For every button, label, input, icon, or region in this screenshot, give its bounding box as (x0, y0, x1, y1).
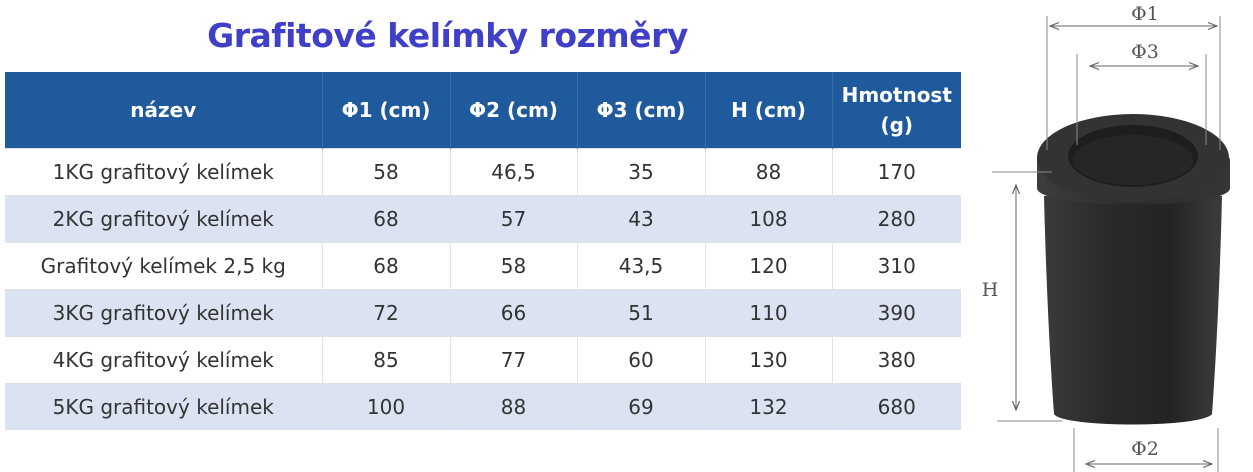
cell-h: 132 (705, 383, 833, 430)
header-nazev: název (5, 72, 323, 149)
table-row: 5KG grafitový kelímek 100 88 69 132 680 (5, 383, 961, 430)
height-label: H (982, 279, 999, 301)
cell-h: 108 (705, 195, 833, 243)
cell-name: 5KG grafitový kelímek (5, 383, 323, 430)
cell-phi2: 66 (450, 289, 578, 337)
header-phi2: Φ2 (cm) (450, 72, 578, 149)
crucible-dimensions-table: název Φ1 (cm) Φ2 (cm) Φ3 (cm) H (cm) Hmo… (5, 72, 961, 430)
header-phi3: Φ3 (cm) (577, 72, 706, 149)
cell-name: 3KG grafitový kelímek (5, 289, 323, 337)
cell-phi2: 58 (450, 242, 578, 290)
header-h: H (cm) (705, 72, 833, 149)
cell-h: 110 (705, 289, 833, 337)
cell-phi1: 58 (322, 148, 451, 196)
crucible-diagram: Φ1 Φ3 H Φ2 (982, 3, 1230, 472)
cell-phi3: 69 (577, 383, 706, 430)
cell-phi3: 43 (577, 195, 706, 243)
phi3-label: Φ3 (1131, 41, 1159, 63)
cell-weight: 310 (832, 242, 961, 290)
cell-weight: 380 (832, 336, 961, 384)
cell-name: Grafitový kelímek 2,5 kg (5, 242, 323, 290)
header-hmotnost: Hmotnost (g) (832, 72, 961, 149)
table-header-row: název Φ1 (cm) Φ2 (cm) Φ3 (cm) H (cm) Hmo… (5, 72, 961, 149)
phi2-label: Φ2 (1131, 438, 1159, 460)
cell-h: 130 (705, 336, 833, 384)
cell-phi1: 85 (322, 336, 451, 384)
cell-phi2: 77 (450, 336, 578, 384)
cell-name: 1KG grafitový kelímek (5, 148, 323, 196)
table-row: 2KG grafitový kelímek 68 57 43 108 280 (5, 195, 961, 243)
header-phi1: Φ1 (cm) (322, 72, 451, 149)
cell-h: 88 (705, 148, 833, 196)
cell-phi1: 100 (322, 383, 451, 430)
table-row: Grafitový kelímek 2,5 kg 68 58 43,5 120 … (5, 242, 961, 290)
cell-weight: 280 (832, 195, 961, 243)
cell-h: 120 (705, 242, 833, 290)
cell-weight: 390 (832, 289, 961, 337)
cell-phi2: 88 (450, 383, 578, 430)
cell-phi2: 46,5 (450, 148, 578, 196)
table-row: 1KG grafitový kelímek 58 46,5 35 88 170 (5, 148, 961, 196)
table-row: 3KG grafitový kelímek 72 66 51 110 390 (5, 289, 961, 337)
cell-phi3: 35 (577, 148, 706, 196)
cell-weight: 680 (832, 383, 961, 430)
cell-phi3: 51 (577, 289, 706, 337)
table-row: 4KG grafitový kelímek 85 77 60 130 380 (5, 336, 961, 384)
cell-weight: 170 (832, 148, 961, 196)
page-title: Grafitové kelímky rozměry (207, 16, 688, 55)
cell-phi1: 68 (322, 242, 451, 290)
cell-phi1: 68 (322, 195, 451, 243)
phi1-label: Φ1 (1131, 3, 1159, 25)
cell-phi3: 60 (577, 336, 706, 384)
cell-phi3: 43,5 (577, 242, 706, 290)
cell-phi1: 72 (322, 289, 451, 337)
cell-name: 4KG grafitový kelímek (5, 336, 323, 384)
cell-phi2: 57 (450, 195, 578, 243)
cell-name: 2KG grafitový kelímek (5, 195, 323, 243)
crucible-body (1044, 196, 1222, 425)
